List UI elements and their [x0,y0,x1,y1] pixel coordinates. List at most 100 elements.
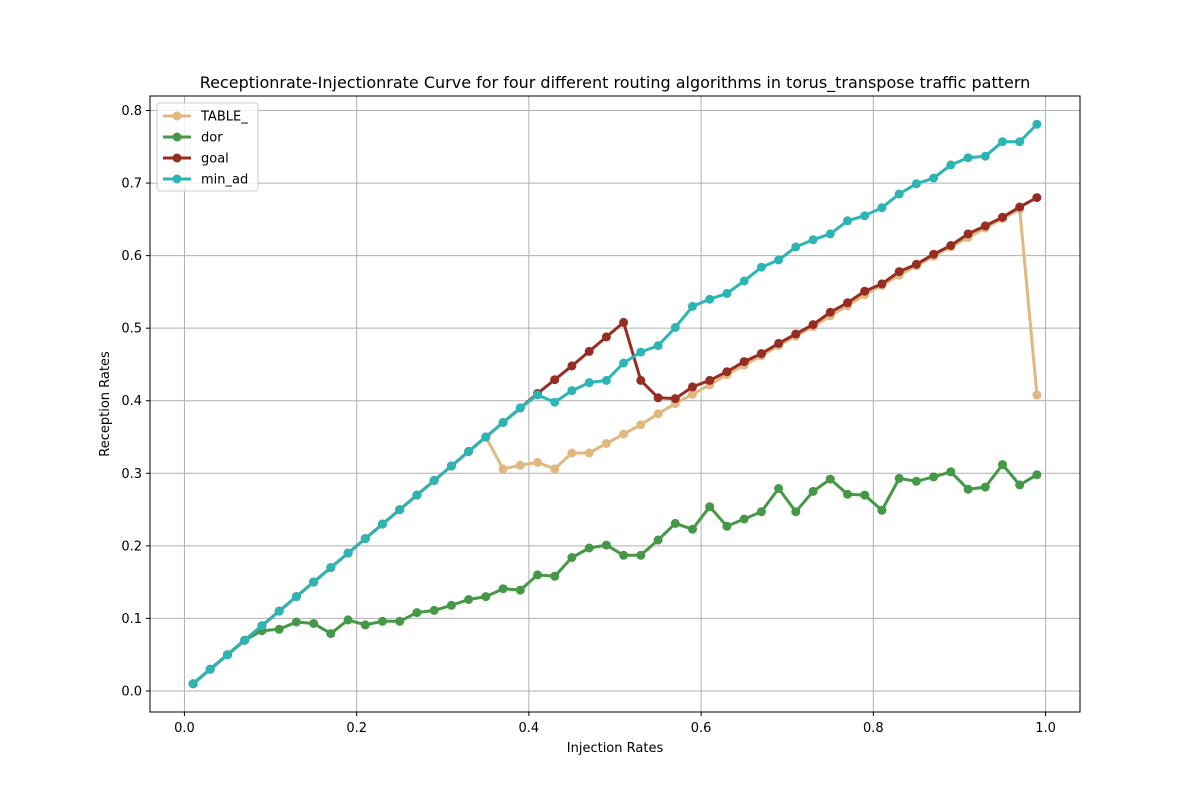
data-point [584,346,594,356]
data-point [446,600,456,610]
data-point [326,629,336,639]
data-point [911,179,921,189]
series-min-ad [188,119,1042,689]
data-point [550,571,560,581]
chart-title: Receptionrate-Injectionrate Curve for fo… [200,73,1031,93]
data-point [653,341,663,351]
data-point [567,386,577,396]
data-point [533,390,542,400]
data-point [429,476,439,485]
data-point [705,375,715,385]
y-tick-label: 0.5 [121,322,142,337]
data-point [343,615,353,625]
data-point [825,229,835,239]
data-point [688,389,697,399]
data-point [653,409,663,419]
data-point [291,617,301,627]
data-point [360,620,370,630]
data-point [257,621,267,631]
data-point [481,432,491,442]
data-point [498,584,508,594]
data-point [894,189,904,199]
legend-swatch-marker [172,153,182,163]
legend-label: dor [201,131,223,146]
data-point [533,570,542,580]
y-tick-label: 0.4 [121,394,142,409]
data-point [998,212,1007,222]
data-point [963,229,973,239]
data-point [636,550,646,560]
data-point [274,624,284,634]
data-point [343,548,353,558]
data-point [791,242,801,252]
data-point [963,484,973,494]
data-point [980,151,990,161]
data-point [808,320,818,330]
data-point [567,361,577,371]
data-point [550,397,560,407]
y-tick-label: 0.0 [121,684,142,699]
data-point [946,160,956,170]
data-point [464,447,474,456]
y-tick-label: 0.1 [121,612,142,627]
data-point [739,357,749,367]
data-point [929,249,939,259]
data-point [515,585,525,595]
data-point [946,467,956,477]
data-point [567,448,577,458]
data-point [378,519,387,529]
data-point [515,403,525,413]
y-axis-label: Reception Rates [98,351,113,457]
data-point [636,347,646,357]
data-point [929,472,939,482]
data-point [808,235,818,245]
data-point [998,137,1007,147]
data-point [412,608,422,618]
data-point [601,332,611,342]
data-point [395,505,405,515]
legend-label: min_ad [201,173,248,188]
data-point [309,619,319,628]
data-point [223,650,232,660]
series-dor [188,460,1042,689]
data-point [429,605,439,615]
data-point [963,153,973,163]
data-point [446,461,456,471]
data-point [670,394,680,404]
data-point [722,367,732,377]
data-point [860,286,870,296]
data-point [205,664,215,674]
data-point [843,298,852,308]
data-point [291,592,301,602]
data-point [825,474,835,484]
data-point [601,439,611,448]
data-point [326,563,336,573]
series-layer [188,119,1042,689]
data-point [688,301,697,311]
x-tick-label: 0.4 [519,721,540,736]
data-point [584,448,594,458]
y-tick-label: 0.6 [121,249,142,264]
data-point [911,476,921,486]
data-point [705,502,715,512]
data-point [188,679,198,689]
data-point [619,550,629,560]
data-point [584,543,594,553]
legend-swatch-marker [172,132,182,142]
data-point [1032,119,1042,129]
data-point [688,524,697,534]
data-point [378,616,387,626]
data-point [533,457,542,467]
data-point [584,378,594,388]
data-point [980,221,990,231]
data-point [1032,193,1042,203]
data-point [808,486,818,496]
y-tick-label: 0.7 [121,177,142,192]
x-tick-label: 0.0 [174,721,195,736]
data-point [636,420,646,430]
data-point [894,267,904,277]
x-axis: 0.0 0.2 0.4 0.6 0.8 1.0 [174,712,1056,736]
data-point [653,393,663,403]
x-tick-label: 0.2 [346,721,367,736]
data-point [791,507,801,517]
